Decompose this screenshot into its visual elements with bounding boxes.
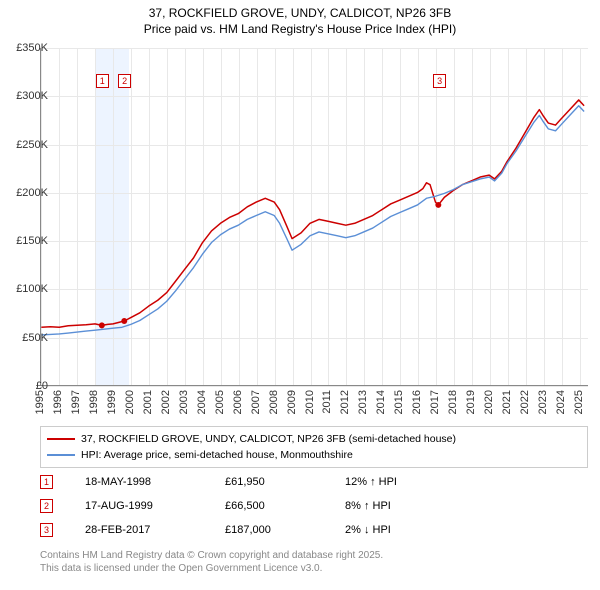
x-axis-label: 2001 xyxy=(142,390,154,414)
sale-marker-2: 2 xyxy=(118,74,131,88)
x-axis-label: 2004 xyxy=(196,390,208,414)
x-axis-label: 2003 xyxy=(178,390,190,414)
table-row: 3 28-FEB-2017 £187,000 2% ↓ HPI xyxy=(40,518,588,542)
sale-hpi-delta: 2% ↓ HPI xyxy=(345,524,465,536)
sale-marker-1: 1 xyxy=(96,74,109,88)
x-axis-label: 1995 xyxy=(34,390,46,414)
x-axis-label: 2007 xyxy=(250,390,262,414)
line-chart: 12 3 xyxy=(40,48,588,386)
x-axis-label: 1999 xyxy=(106,390,118,414)
x-axis-label: 2015 xyxy=(393,390,405,414)
chart-title: 37, ROCKFIELD GROVE, UNDY, CALDICOT, NP2… xyxy=(0,0,600,37)
sale-hpi-delta: 8% ↑ HPI xyxy=(345,500,465,512)
sale-date: 18-MAY-1998 xyxy=(85,476,225,488)
table-row: 1 18-MAY-1998 £61,950 12% ↑ HPI xyxy=(40,470,588,494)
sale-point xyxy=(99,322,105,328)
y-axis-label: £350K xyxy=(4,42,48,54)
sale-price: £61,950 xyxy=(225,476,345,488)
x-axis-label: 2005 xyxy=(214,390,226,414)
table-row: 2 17-AUG-1999 £66,500 8% ↑ HPI xyxy=(40,494,588,518)
x-axis-label: 2006 xyxy=(232,390,244,414)
chart-svg xyxy=(41,48,588,385)
sale-point xyxy=(435,202,441,208)
legend-label: 37, ROCKFIELD GROVE, UNDY, CALDICOT, NP2… xyxy=(81,433,456,445)
sale-date: 17-AUG-1999 xyxy=(85,500,225,512)
x-axis-label: 2002 xyxy=(160,390,172,414)
y-axis-label: £50K xyxy=(4,332,48,344)
x-axis-label: 2020 xyxy=(483,390,495,414)
sale-point xyxy=(121,318,127,324)
y-axis-label: £100K xyxy=(4,283,48,295)
attribution-footer: Contains HM Land Registry data © Crown c… xyxy=(40,550,383,575)
sale-marker-icon: 1 xyxy=(40,475,53,489)
x-axis-label: 2024 xyxy=(555,390,567,414)
legend-item: 37, ROCKFIELD GROVE, UNDY, CALDICOT, NP2… xyxy=(47,431,581,447)
footer-line: Contains HM Land Registry data © Crown c… xyxy=(40,550,383,563)
sale-marker-3: 3 xyxy=(433,74,446,88)
sale-price: £187,000 xyxy=(225,524,345,536)
x-axis-label: 2010 xyxy=(304,390,316,414)
y-axis-label: £300K xyxy=(4,90,48,102)
x-axis-label: 2011 xyxy=(321,390,333,414)
title-subtitle: Price paid vs. HM Land Registry's House … xyxy=(0,22,600,38)
y-axis-label: £200K xyxy=(4,187,48,199)
series-hpi xyxy=(41,106,584,335)
series-price_paid xyxy=(41,100,584,327)
x-axis-label: 2019 xyxy=(465,390,477,414)
x-axis-label: 1998 xyxy=(88,390,100,414)
sale-marker-icon: 2 xyxy=(40,499,53,513)
legend-swatch xyxy=(47,454,75,456)
x-axis-label: 2017 xyxy=(429,390,441,414)
x-axis-label: 2014 xyxy=(375,390,387,414)
sale-date: 28-FEB-2017 xyxy=(85,524,225,536)
footer-line: This data is licensed under the Open Gov… xyxy=(40,563,383,576)
sale-price: £66,500 xyxy=(225,500,345,512)
sales-table: 1 18-MAY-1998 £61,950 12% ↑ HPI 2 17-AUG… xyxy=(40,470,588,542)
x-axis-label: 2012 xyxy=(339,390,351,414)
sale-marker-icon: 3 xyxy=(40,523,53,537)
legend-swatch xyxy=(47,438,75,440)
x-axis-label: 2008 xyxy=(268,390,280,414)
x-axis-label: 2016 xyxy=(411,390,423,414)
legend-label: HPI: Average price, semi-detached house,… xyxy=(81,449,353,461)
x-axis-label: 2021 xyxy=(501,390,513,414)
x-axis-label: 1996 xyxy=(52,390,64,414)
x-axis-label: 2022 xyxy=(519,390,531,414)
gridline-horizontal xyxy=(41,386,588,387)
legend: 37, ROCKFIELD GROVE, UNDY, CALDICOT, NP2… xyxy=(40,426,588,468)
legend-item: HPI: Average price, semi-detached house,… xyxy=(47,447,581,463)
x-axis-label: 2000 xyxy=(124,390,136,414)
x-axis-label: 2018 xyxy=(447,390,459,414)
x-axis-label: 1997 xyxy=(70,390,82,414)
y-axis-label: £250K xyxy=(4,139,48,151)
x-axis-label: 2013 xyxy=(357,390,369,414)
title-address: 37, ROCKFIELD GROVE, UNDY, CALDICOT, NP2… xyxy=(0,6,600,22)
x-axis-label: 2025 xyxy=(573,390,585,414)
y-axis-label: £150K xyxy=(4,235,48,247)
sale-hpi-delta: 12% ↑ HPI xyxy=(345,476,465,488)
x-axis-label: 2009 xyxy=(286,390,298,414)
x-axis-label: 2023 xyxy=(537,390,549,414)
